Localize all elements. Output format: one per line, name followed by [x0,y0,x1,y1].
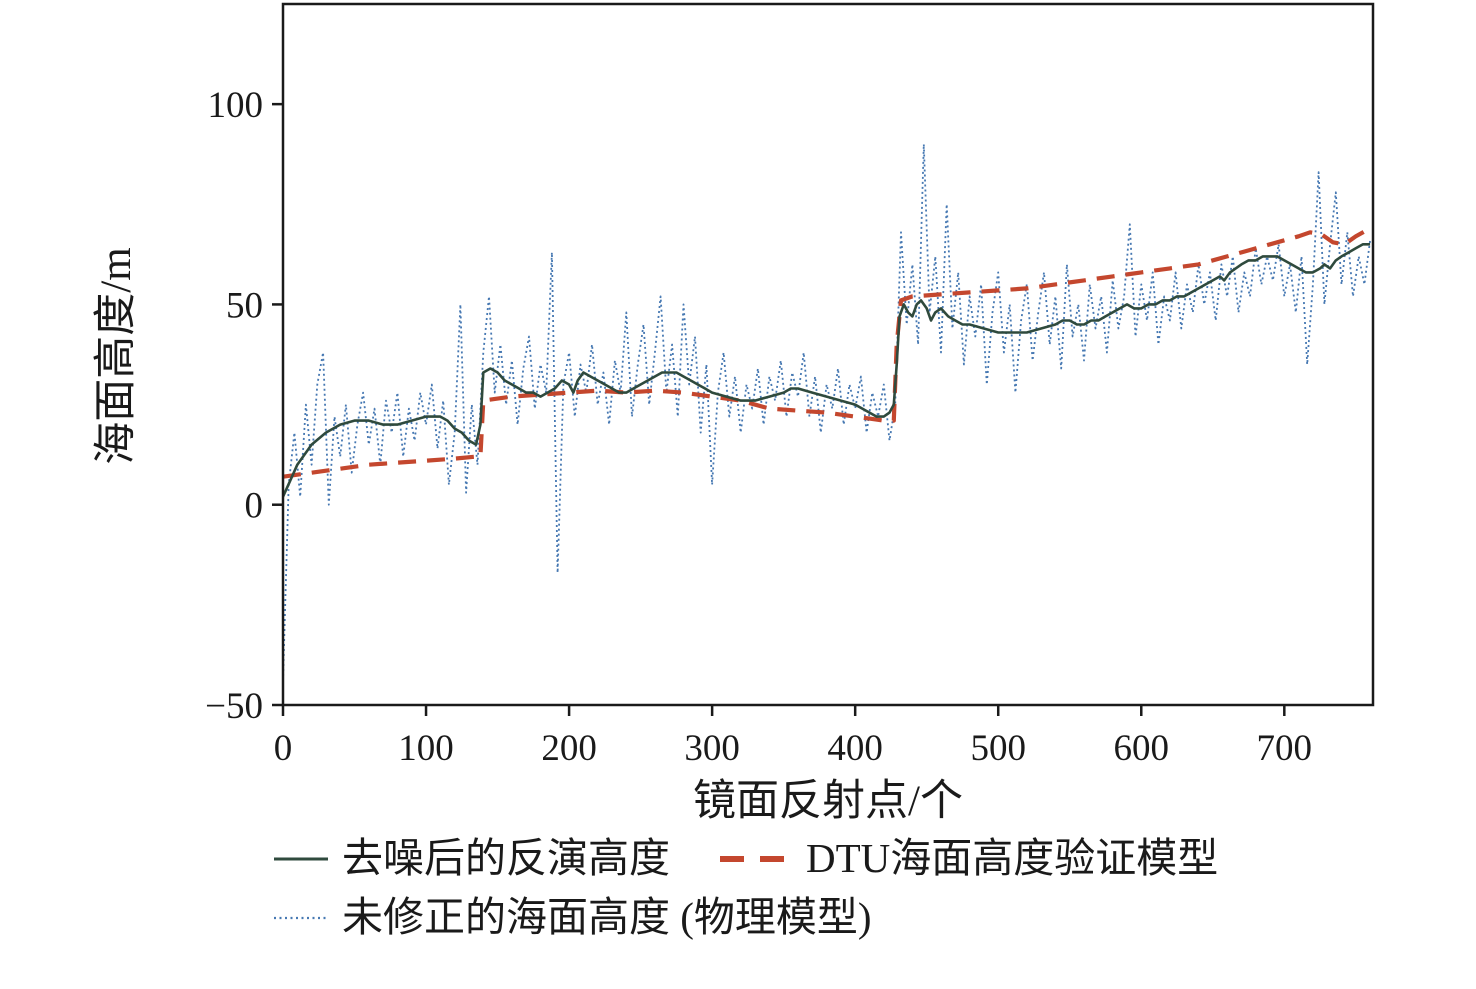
y-tick-label: 100 [208,85,264,126]
x-tick-label: 100 [398,728,454,769]
series-dtu-line [283,226,1372,479]
y-tick-label: −50 [205,686,263,727]
x-axis-label: 镜面反射点/个 [693,777,963,825]
x-tick-label: 700 [1257,728,1313,769]
x-tick-label: 500 [970,728,1026,769]
plot-area: 0 100 200 300 400 500 600 700 −50 0 50 100 [205,2,1375,769]
x-tick-label: 300 [684,728,740,769]
legend-row-1: 去噪后的反演高度 DTU海面高度验证模型 [272,834,1218,883]
y-tick-label: 50 [226,285,263,326]
dotted-line-sample-icon [274,916,328,919]
legend-item-raw: 未修正的海面高度 (物理模型) [272,893,872,942]
x-tick-label: 400 [827,728,883,769]
y-tick-label: 0 [245,486,264,527]
x-tick-label: 0 [274,728,293,769]
legend-item-dtu: DTU海面高度验证模型 [718,834,1218,883]
legend-label-denoised: 去噪后的反演高度 [342,835,670,881]
solid-line-sample-icon [274,857,328,861]
legend-row-2: 未修正的海面高度 (物理模型) [272,893,872,942]
series-raw-line [283,143,1371,682]
x-tick-label: 600 [1114,728,1170,769]
plot-border [281,2,1375,707]
legend-label-dtu: DTU海面高度验证模型 [806,835,1219,881]
series-denoised-line [283,243,1371,498]
legend: 去噪后的反演高度 DTU海面高度验证模型 未修正的海面高度 (物理模型) [272,834,1218,942]
x-tick-label: 200 [541,728,597,769]
dashed-line-sample-icon [720,855,792,862]
chart-canvas: 0 100 200 300 400 500 600 700 −50 0 50 100 海面高度/m 镜… [93,2,1375,825]
legend-item-denoised: 去噪后的反演高度 [272,834,670,883]
y-axis-label: 海面高度/m [93,247,140,464]
legend-label-raw: 未修正的海面高度 (物理模型) [342,894,872,941]
